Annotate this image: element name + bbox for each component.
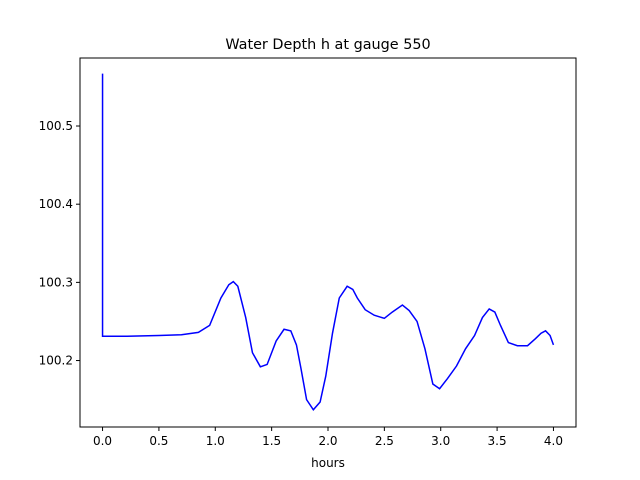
x-tick-label: 4.0 [544, 434, 563, 448]
x-tick-label: 2.0 [318, 434, 337, 448]
series-line-water-depth [101, 73, 555, 412]
x-tick-label: 2.5 [375, 434, 394, 448]
x-tick-label: 1.0 [206, 434, 225, 448]
chart-title: Water Depth h at gauge 550 [225, 37, 430, 53]
x-tick-label: 0.5 [149, 434, 168, 448]
x-axis: 0.0 0.5 1.0 1.5 2.0 2.5 3.0 3.5 4.0 [93, 427, 563, 448]
y-tick-label: 100.2 [39, 354, 73, 368]
x-tick-label: 3.5 [488, 434, 507, 448]
x-tick-label: 1.5 [262, 434, 281, 448]
plot-frame [79, 57, 577, 428]
y-axis: 100.2 100.3 100.4 100.5 [39, 119, 80, 368]
x-tick-label: 3.0 [431, 434, 450, 448]
plot-area [101, 73, 555, 412]
y-tick-label: 100.5 [39, 119, 73, 133]
y-tick-label: 100.3 [39, 275, 73, 289]
y-tick-label: 100.4 [39, 197, 73, 211]
x-tick-label: 0.0 [93, 434, 112, 448]
x-axis-label: hours [311, 456, 345, 470]
